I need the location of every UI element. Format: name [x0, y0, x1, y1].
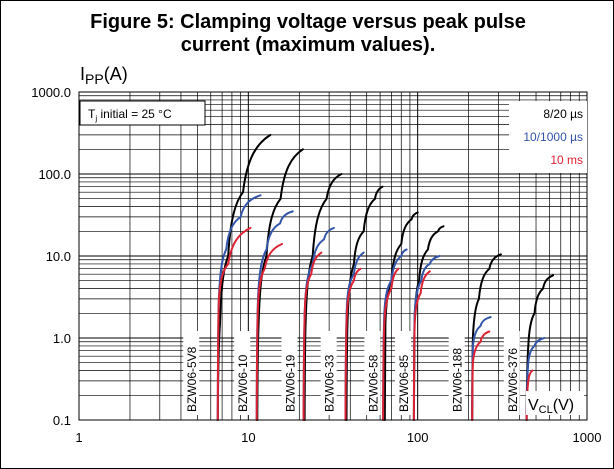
curves: [216, 133, 554, 421]
device-label-bzw06-376: BZW06-376: [503, 331, 520, 415]
y-tick-label: 1.0: [53, 331, 71, 346]
title-line-2: current (maximum values).: [180, 34, 436, 56]
curve-bzw06-5v8-10-ms: [216, 226, 252, 421]
y-tick-label: 10.0: [46, 249, 71, 264]
y-tick-label: 0.1: [53, 413, 71, 428]
y-axis-label: IPP(A): [80, 64, 128, 87]
device-label-bzw06-188: BZW06-188: [448, 331, 465, 415]
x-tick-label: 1000: [573, 430, 602, 445]
y-tick-label: 100.0: [38, 167, 71, 182]
device-label-text: BZW06-19: [283, 354, 297, 412]
device-label-text: BZW06-188: [451, 348, 465, 412]
curve-bzw06-19-8-20-s: [303, 173, 343, 421]
device-label-bzw06-5v8: BZW06-5V8: [183, 331, 200, 415]
title-line-1: Figure 5: Clamping voltage versus peak p…: [90, 11, 526, 33]
legend: 8/20 µs 10/1000 µs 10 ms: [509, 101, 587, 173]
y-tick-label: 1000.0: [31, 85, 71, 100]
device-label-bzw06-58: BZW06-58: [364, 331, 381, 415]
curve-bzw06-188-10-ms: [471, 330, 491, 421]
device-label-bzw06-10: BZW06-10: [234, 331, 251, 415]
curve-bzw06-10-10-ms: [255, 243, 283, 421]
device-label-text: BZW06-33: [323, 354, 337, 412]
device-label-bzw06-33: BZW06-33: [320, 331, 337, 415]
curve-bzw06-58-10-ms: [382, 267, 400, 421]
x-tick-label: 1: [75, 430, 82, 445]
condition-box: Tj initial = 25 °C: [79, 100, 206, 126]
x-axis-label-box: VCL(V): [526, 391, 584, 416]
device-label-text: BZW06-85: [397, 354, 411, 412]
x-tick-label: 10: [241, 430, 255, 445]
device-label-bzw06-85: BZW06-85: [395, 331, 412, 415]
x-tick-label: 100: [407, 430, 429, 445]
device-labels: BZW06-5V8 BZW06-10 BZW06-19 BZW06-33 BZW06-5…: [183, 331, 520, 415]
device-label-text: BZW06-376: [506, 348, 520, 412]
condition-label: Tj initial = 25 °C: [88, 107, 172, 123]
curve-bzw06-85-10-ms: [412, 270, 431, 421]
device-label-text: BZW06-58: [366, 354, 380, 412]
x-axis-label: VCL(V): [528, 397, 574, 416]
curve-bzw06-58-8-20-s: [383, 211, 419, 421]
curve-bzw06-19-10-ms: [302, 251, 323, 421]
device-label-text: BZW06-10: [236, 354, 250, 412]
device-label-text: BZW06-5V8: [185, 346, 199, 412]
plot-area-border: [78, 91, 588, 421]
legend-entry-10ms: 10 ms: [550, 153, 583, 167]
device-label-bzw06-19: BZW06-19: [281, 331, 298, 415]
legend-entry-10-1000us: 10/1000 µs: [523, 130, 583, 144]
curve-bzw06-33-10-ms: [344, 267, 362, 421]
tick-labels: 0.1 1.0 10.0 100.0 1000.0 1 10 100 1000: [31, 85, 601, 445]
legend-entry-8-20us: 8/20 µs: [543, 107, 583, 121]
figure-title: Figure 5: Clamping voltage versus peak p…: [1, 11, 614, 57]
